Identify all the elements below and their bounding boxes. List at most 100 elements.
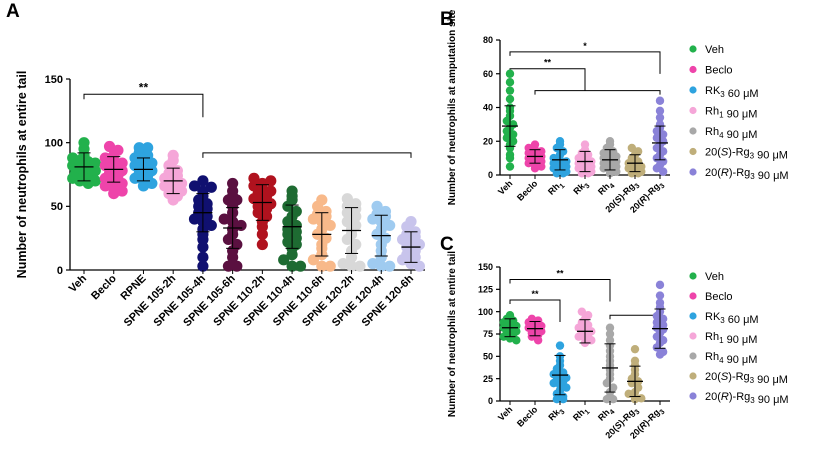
x-tick-label: SPNE 120-6h <box>360 272 417 329</box>
panel-a: A 0 50 100 150 Number of neutrophils at entir… <box>6 1 425 329</box>
data-point <box>505 69 515 78</box>
legend-label: Rh4 90 μM <box>705 126 757 141</box>
data-point <box>505 86 515 95</box>
data-point <box>413 260 425 272</box>
significance-bracket <box>609 314 661 320</box>
data-point <box>658 147 668 156</box>
y-tick-label: 150 <box>478 262 493 272</box>
data-point <box>286 260 298 272</box>
significance-bracket <box>509 68 586 91</box>
data-point <box>555 137 565 146</box>
x-tick-label: Rk3 <box>546 404 566 424</box>
data-point <box>384 219 396 232</box>
data-point <box>637 394 646 403</box>
data-point <box>658 167 668 176</box>
data-point <box>605 329 615 339</box>
data-point <box>341 216 353 228</box>
y-tick-label: 20 <box>483 136 493 146</box>
y-axis-label: Number of neutrophils at entire tail <box>447 251 458 417</box>
data-point <box>341 193 353 205</box>
data-point <box>350 219 362 232</box>
data-point <box>605 323 615 332</box>
y-tick-label: 125 <box>478 284 493 294</box>
x-tick-label: Beclo <box>515 178 540 203</box>
data-point <box>103 140 116 153</box>
data-point <box>345 260 358 272</box>
data-point <box>655 298 665 307</box>
x-tick-label: SPNE 105-4h <box>152 272 209 329</box>
data-point <box>278 254 290 266</box>
x-tick-label: Beclo <box>89 272 119 302</box>
legend-label: 20(S)-Rg3 90 μM <box>705 371 788 386</box>
data-point <box>583 311 593 320</box>
data-point <box>658 314 668 324</box>
data-point <box>633 383 643 392</box>
data-point <box>505 311 515 320</box>
legend-marker <box>689 147 697 156</box>
data-point <box>577 307 587 316</box>
data-point <box>320 232 332 244</box>
data-point <box>652 318 662 327</box>
legend-marker <box>689 332 697 340</box>
data-point <box>502 133 512 143</box>
legend-marker <box>689 352 697 360</box>
significance-label: ** <box>139 80 149 94</box>
legend-marker <box>689 168 697 176</box>
data-point <box>652 133 662 143</box>
data-point <box>505 77 515 87</box>
legend-label: Rh1 90 μM <box>705 331 757 346</box>
significance-label: ** <box>556 269 564 279</box>
data-point <box>320 205 332 218</box>
data-point <box>290 205 302 218</box>
legend-marker <box>689 312 697 320</box>
data-point <box>658 336 668 345</box>
data-point <box>537 147 546 156</box>
y-tick-label: 100 <box>478 307 493 317</box>
significance-bracket <box>202 152 412 158</box>
data-point <box>286 185 298 197</box>
data-point <box>99 152 111 164</box>
data-point <box>375 260 387 272</box>
x-tick-label: SPNE 105-6h <box>181 272 238 329</box>
significance-bracket <box>509 51 661 74</box>
significance-bracket <box>534 90 661 95</box>
data-point <box>608 383 618 392</box>
y-tick-label: 50 <box>51 201 63 213</box>
data-point <box>627 143 637 153</box>
data-point <box>133 142 145 154</box>
data-point <box>112 144 124 156</box>
data-point <box>324 260 336 272</box>
data-point <box>658 320 668 330</box>
legend-marker <box>689 127 697 135</box>
x-tick-label: 20(R)-Rg3 <box>628 404 667 443</box>
data-point <box>231 238 243 251</box>
data-point <box>78 137 90 149</box>
y-tick-label: 40 <box>483 103 493 113</box>
x-tick-label: Rh4 <box>596 178 617 199</box>
legend-b: Veh Beclo RK3 60 μM Rh1 90 μM Rh4 90 μM 20(S)… <box>689 44 789 182</box>
data-point <box>222 260 235 272</box>
legend-label: Veh <box>705 44 724 56</box>
panel-label: C <box>440 234 454 255</box>
data-point <box>167 149 179 161</box>
significance-label: ** <box>531 289 539 299</box>
data-point <box>354 260 366 272</box>
x-tick-label: 20(S)-Rg3 <box>603 404 641 442</box>
data-point <box>505 162 515 171</box>
data-point <box>307 254 320 266</box>
data-point <box>655 113 665 122</box>
x-tick-label: Rh1 <box>571 404 592 425</box>
data-point <box>508 130 518 139</box>
legend-marker <box>689 45 697 53</box>
data-point <box>384 260 396 272</box>
data-point <box>555 341 565 350</box>
x-tick-label: Rh4 <box>596 404 617 425</box>
data-point <box>197 251 209 263</box>
data-point <box>324 219 336 232</box>
x-tick-label: Veh <box>496 178 514 196</box>
x-tick-label: 20(R)-Rg3 <box>628 178 667 217</box>
legend-label: RK3 60 μM <box>705 85 759 100</box>
x-tick-label: Rh1 <box>546 178 567 199</box>
legend-marker <box>689 392 697 400</box>
panel-b: B 0 20 40 60 80 Number of neutrophils at amput… <box>440 9 670 217</box>
